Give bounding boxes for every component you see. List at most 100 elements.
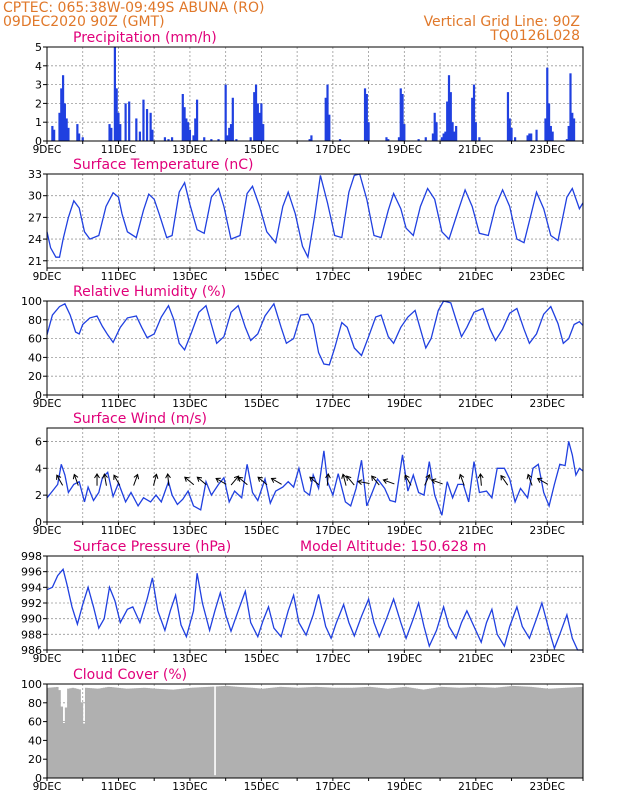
plot-frame (46, 300, 584, 396)
cloud-cover-bar (480, 687, 483, 778)
wind-arrow (536, 477, 549, 485)
cloud-cover-bar (399, 687, 403, 778)
x-tick-label: 23DEC (530, 271, 565, 283)
cloud-cover-bar (96, 688, 99, 778)
precip-bar (424, 137, 427, 141)
plot-frame (46, 46, 584, 142)
cloud-cover-bar (178, 688, 182, 778)
wind-panel: 0 2 4 6 9DEC 11DEC 13DEC 15DEC 17DEC 19DEC 21DEC 23… (33, 411, 584, 537)
precip-bar (115, 88, 118, 141)
pressure-series-line (46, 567, 583, 651)
cloud-cover-bar (147, 688, 151, 778)
cloud-cover-bar (308, 687, 311, 778)
precip-bar (195, 99, 199, 141)
cloud-cover-bar (527, 686, 530, 778)
cloud-cover-bar (326, 687, 329, 778)
cloud-cover-bar (352, 687, 356, 778)
cloud-cover-bar (183, 688, 186, 778)
precip-bar (565, 139, 569, 141)
cloud-cover-bar (82, 723, 86, 778)
cloud-cover-bar (350, 687, 354, 778)
wind-arrow (309, 476, 320, 486)
cloud-cover-bar (390, 688, 394, 778)
cloud-cover-bar (471, 687, 474, 778)
cloud-cover-bar (118, 687, 122, 778)
x-tick-label: 13DEC (172, 525, 207, 537)
x-tick-label: 11DEC (101, 653, 136, 665)
cloud-cover-bar (569, 687, 573, 778)
cloud-cover-bar (384, 688, 387, 778)
cloud-cover-bar (138, 688, 142, 778)
cloud-cover-bar (174, 689, 177, 778)
cloud-cover-bar (89, 688, 93, 778)
x-tick-label: 23DEC (530, 525, 565, 537)
precip-bar (401, 94, 404, 141)
precip-bar (258, 112, 261, 141)
cloud-cover-bar (64, 707, 68, 778)
cloud-cover-bar (310, 687, 314, 778)
cloud-cover-bar (47, 687, 50, 778)
precip-bar (399, 88, 402, 141)
cloud-cover-bar (154, 688, 157, 778)
precip-bar (530, 133, 533, 141)
precip-bar (446, 101, 449, 141)
precip-bar (526, 135, 529, 141)
cloud-cover-bar (181, 688, 184, 778)
precipitation-panel: 0 1 2 3 4 5 9DEC 11DEC 13DEC 15DEC 17DEC 19DEC 21DEC… (33, 30, 584, 156)
precip-bar (81, 137, 84, 141)
precip-bar (108, 124, 111, 141)
precip-bar (435, 122, 438, 141)
cloud-cover-bar (122, 688, 126, 778)
cloud-cover-bar (500, 687, 503, 778)
y-tick-label: 4 (35, 60, 42, 73)
cloud-cover-bar (520, 686, 524, 778)
precip-bar (224, 84, 227, 141)
wind-arrow (424, 473, 431, 486)
precip-bar (203, 137, 206, 141)
cloud-cover-bar (201, 687, 204, 778)
y-tick-label: 996 (21, 566, 42, 579)
y-tick-label: 30 (28, 190, 42, 203)
y-tick-label: 100 (21, 295, 42, 308)
precip-bar (67, 127, 70, 141)
x-tick-label: 23DEC (530, 144, 565, 156)
precip-bar (535, 129, 538, 141)
cloud-cover-bar (265, 688, 269, 778)
cloud-cover-bar (469, 687, 472, 778)
cloud-cover-bar (71, 687, 75, 778)
cloud-cover-bar (538, 687, 541, 778)
y-tick-label: 988 (21, 628, 42, 641)
cloud-cover-bar (491, 687, 495, 778)
x-tick-label: 21DEC (458, 525, 493, 537)
x-tick-label: 9DEC (33, 398, 62, 410)
cloud-cover-bar (160, 689, 164, 778)
precip-bar (254, 84, 258, 141)
cloud-cover-bar (484, 687, 488, 778)
cloud-cover-bar (359, 687, 363, 778)
cloud-cover-bar (419, 689, 423, 778)
cloud-cover-bar (134, 688, 137, 778)
x-tick-label: 9DEC (33, 781, 62, 793)
cloud-cover-bar (486, 687, 490, 778)
cloud-cover-bar (576, 687, 579, 778)
cloud-cover-bar (120, 688, 124, 778)
cloud-cover-bar (236, 686, 240, 778)
cloud-cover-bar (435, 687, 439, 778)
cloud-cover-bar (417, 688, 421, 778)
plot-frame (46, 683, 584, 779)
precip-bar (365, 94, 368, 141)
wind-arrow (346, 475, 355, 486)
cloud-cover-bar (301, 687, 305, 778)
x-tick-label: 17DEC (315, 398, 350, 410)
header-grid-note: Vertical Grid Line: 90Z (424, 14, 580, 30)
precip-bar (76, 124, 79, 141)
cloud-cover-bar (393, 687, 396, 778)
cloud-cover-bar (319, 687, 323, 778)
cloud-cover-bar (462, 687, 466, 778)
wind-arrow (133, 473, 140, 486)
cloud-cover-bar (250, 687, 253, 778)
precip-bar (167, 139, 170, 141)
cloud-cover-bar (91, 688, 95, 778)
cloud-cover-bar (241, 687, 244, 778)
cloud-cover-bar (84, 687, 88, 778)
